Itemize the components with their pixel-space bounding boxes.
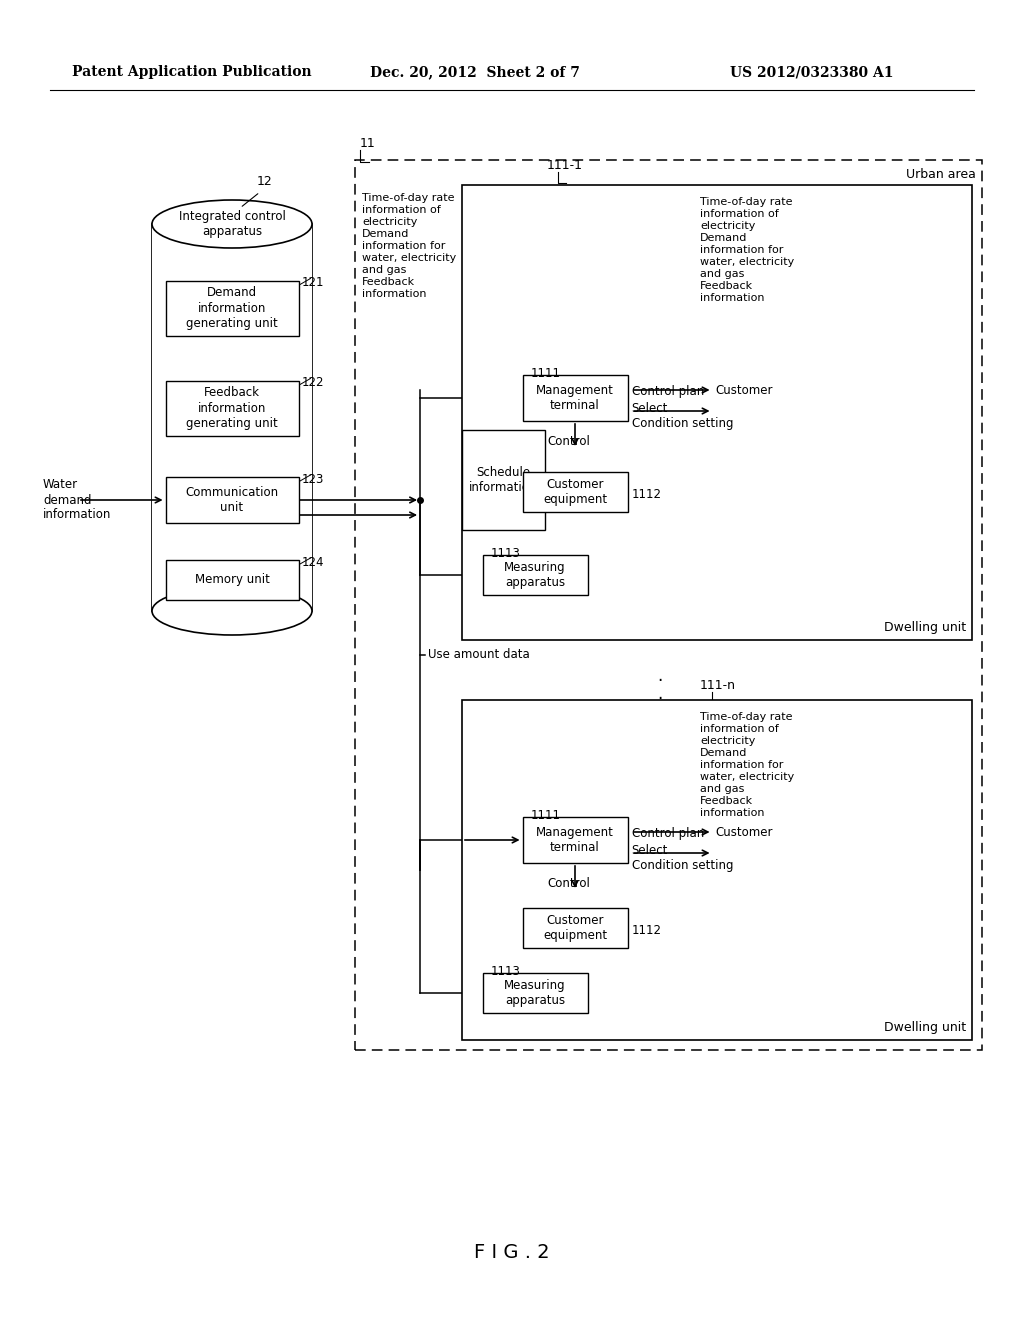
Text: Time-of-day rate
information of
electricity
Demand
information for
water, electr: Time-of-day rate information of electric… [362,193,457,300]
Text: Measuring
apparatus: Measuring apparatus [504,561,566,589]
Text: Control plan: Control plan [632,385,703,399]
Text: 1113: 1113 [490,546,520,560]
Text: 1111: 1111 [530,367,560,380]
Text: Use amount data: Use amount data [428,648,529,661]
Text: Control plan: Control plan [632,828,703,841]
Text: Schedule
information: Schedule information [469,466,538,494]
Text: 124: 124 [301,556,324,569]
Bar [482,554,588,595]
Bar [462,700,972,1040]
Text: Time-of-day rate
information of
electricity
Demand
information for
water, electr: Time-of-day rate information of electric… [700,711,795,818]
Text: Memory unit: Memory unit [195,573,269,586]
Bar [522,473,628,512]
Text: 1113: 1113 [490,965,520,978]
Text: 123: 123 [301,473,324,486]
Text: Water
demand
information: Water demand information [43,479,112,521]
Bar [166,560,299,601]
Text: Customer: Customer [716,825,773,838]
Ellipse shape [152,201,312,248]
Text: Feedback
information
generating unit: Feedback information generating unit [186,387,278,429]
Text: 12: 12 [257,176,272,187]
Text: Management
terminal: Management terminal [536,826,614,854]
Text: 11: 11 [360,137,376,150]
Bar [355,160,982,1049]
Text: Dwelling unit: Dwelling unit [884,1020,966,1034]
Text: ·
·
·: · · · [657,672,663,726]
Text: Integrated control
apparatus: Integrated control apparatus [178,210,286,238]
Text: Customer: Customer [716,384,773,396]
Text: Select
Condition setting: Select Condition setting [632,843,733,873]
Text: Urban area: Urban area [906,168,976,181]
Text: Patent Application Publication: Patent Application Publication [72,65,311,79]
Polygon shape [152,224,312,611]
Bar [166,281,299,335]
Ellipse shape [152,587,312,635]
Text: Dec. 20, 2012  Sheet 2 of 7: Dec. 20, 2012 Sheet 2 of 7 [370,65,580,79]
Bar [166,477,299,523]
Text: Customer
equipment: Customer equipment [543,913,607,942]
Text: 111-1: 111-1 [547,158,583,172]
Text: 1111: 1111 [530,809,560,822]
Text: Time-of-day rate
information of
electricity
Demand
information for
water, electr: Time-of-day rate information of electric… [700,197,795,304]
Text: 121: 121 [301,276,324,289]
Text: Management
terminal: Management terminal [536,384,614,412]
Text: 122: 122 [301,376,324,389]
Text: 1112: 1112 [632,924,662,936]
Bar [462,430,545,531]
Text: F I G . 2: F I G . 2 [474,1242,550,1262]
Text: Communication
unit: Communication unit [185,486,279,513]
Text: US 2012/0323380 A1: US 2012/0323380 A1 [730,65,894,79]
Text: Measuring
apparatus: Measuring apparatus [504,979,566,1007]
Text: Customer
equipment: Customer equipment [543,478,607,506]
Text: Demand
information
generating unit: Demand information generating unit [186,286,278,330]
Bar [522,375,628,421]
Bar [482,973,588,1012]
Text: Select
Condition setting: Select Condition setting [632,403,733,430]
Bar [522,908,628,948]
Text: Control: Control [547,876,590,890]
Text: Control: Control [547,436,590,447]
Text: Dwelling unit: Dwelling unit [884,620,966,634]
Bar [166,380,299,436]
Text: 1112: 1112 [632,487,662,500]
Bar [462,185,972,640]
Bar [522,817,628,863]
Text: 111-n: 111-n [700,678,736,692]
